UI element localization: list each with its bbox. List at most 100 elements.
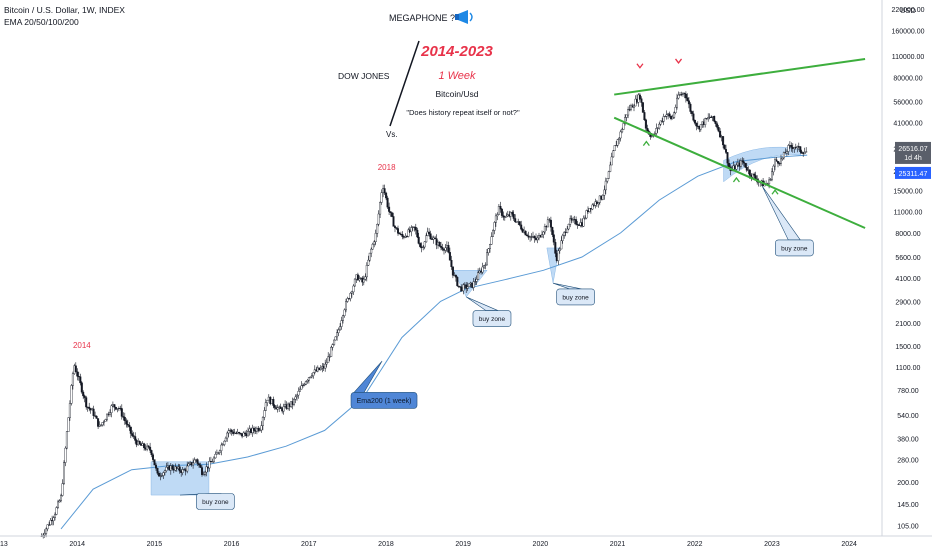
candle-body <box>215 452 218 455</box>
candle-body <box>220 444 223 452</box>
candle-body <box>641 102 644 113</box>
candle-body <box>722 136 725 146</box>
candle-body <box>622 123 625 130</box>
y-tick-label: 8000.00 <box>895 231 920 238</box>
candle-body <box>252 427 255 431</box>
candle-body <box>258 429 261 431</box>
candle-body <box>560 240 563 250</box>
candle-body <box>352 285 355 293</box>
y-tick-label: 5600.00 <box>895 255 920 262</box>
currency-label: USD <box>900 6 916 15</box>
candle-body <box>134 436 137 441</box>
candle-body <box>728 162 731 168</box>
candle-body <box>71 373 74 386</box>
candle-body <box>64 447 67 463</box>
candle-body <box>394 226 397 228</box>
candle-body <box>477 272 480 280</box>
candle-body <box>634 98 637 107</box>
candle-body <box>43 533 46 536</box>
candle-body <box>346 298 349 302</box>
candle-body <box>753 173 756 176</box>
x-tick-label: 2015 <box>147 541 163 548</box>
candle-body <box>202 474 205 476</box>
candle-body <box>591 204 594 210</box>
candle-body <box>279 406 282 409</box>
candle-body <box>597 202 600 204</box>
candle-body <box>621 129 624 133</box>
buy-zone-callout <box>472 310 512 327</box>
y-tick-label: 1500.00 <box>895 344 920 351</box>
candle-body <box>324 363 327 369</box>
candle-body <box>104 419 107 422</box>
candle-body <box>58 500 61 503</box>
candle-body <box>419 243 422 247</box>
candle-body <box>511 212 514 215</box>
candle-body <box>518 221 521 226</box>
candle-body <box>238 432 241 434</box>
buy-zone-label: buy zone <box>562 294 589 301</box>
candle-body <box>707 116 710 119</box>
candle-body <box>156 468 159 474</box>
y-tick-label: 160000.00 <box>891 29 924 36</box>
buy-zone-pointer <box>466 296 499 311</box>
vs-label: Vs. <box>386 130 398 139</box>
markers <box>636 58 779 195</box>
ema-callout-label: Ema200 (1 week) <box>357 398 412 405</box>
x-tick-label: 2014 <box>69 541 85 548</box>
candle-body <box>214 454 217 459</box>
candle-body <box>266 400 269 403</box>
megaphone-trendline <box>614 57 866 96</box>
ema200-path <box>60 154 808 530</box>
buy-zone-label: buy zone <box>479 316 506 323</box>
candle-body <box>520 224 523 230</box>
candle-body <box>524 230 527 236</box>
candle-body <box>299 388 302 392</box>
y-tick-label: 15000.00 <box>893 188 922 195</box>
candle-body <box>370 248 373 254</box>
y-tick-label: 11000.00 <box>894 209 923 216</box>
megaphone-trendline <box>613 116 866 229</box>
x-tick-label: 2023 <box>764 541 780 548</box>
candle-body <box>447 245 450 253</box>
candle-body <box>775 159 778 162</box>
candle-body <box>334 336 337 341</box>
candle-body <box>123 417 126 421</box>
candle-body <box>57 501 60 508</box>
candle-body <box>101 422 104 426</box>
candle-body <box>226 432 229 439</box>
candle-body <box>472 281 475 288</box>
candle-body <box>552 234 555 243</box>
y-tick-label: 105.00 <box>897 524 919 531</box>
candle-body <box>282 406 285 412</box>
candle-body <box>306 380 309 382</box>
candle-body <box>684 93 687 99</box>
x-tick-label: 2018 <box>378 541 394 548</box>
candle-body <box>606 178 609 182</box>
period-title: 2014-2023 <box>420 43 493 60</box>
candle-body <box>160 475 163 477</box>
candle-body <box>690 111 693 114</box>
callouts: buy zone buy zone buy zone buy zone Ema200 (… <box>179 185 814 510</box>
ema-pointer <box>353 360 383 393</box>
candle-body <box>61 483 64 496</box>
candle-body <box>272 399 275 406</box>
candle-body <box>771 171 774 180</box>
candle-body <box>486 252 489 266</box>
candle-body <box>490 236 493 245</box>
candle-body <box>122 416 125 418</box>
candle-body <box>385 192 388 199</box>
candle-body <box>260 425 263 431</box>
candle-body <box>217 452 220 454</box>
candle-body <box>493 222 496 231</box>
candle-body <box>521 229 524 233</box>
candle-body <box>628 109 631 111</box>
candle-body <box>273 405 276 408</box>
candle-body <box>554 242 557 254</box>
candle-body <box>546 219 549 228</box>
candle-body <box>735 164 738 170</box>
candle-body <box>466 286 469 289</box>
candle-body <box>683 92 686 95</box>
candle-body <box>676 97 679 108</box>
candle-body <box>803 151 806 154</box>
